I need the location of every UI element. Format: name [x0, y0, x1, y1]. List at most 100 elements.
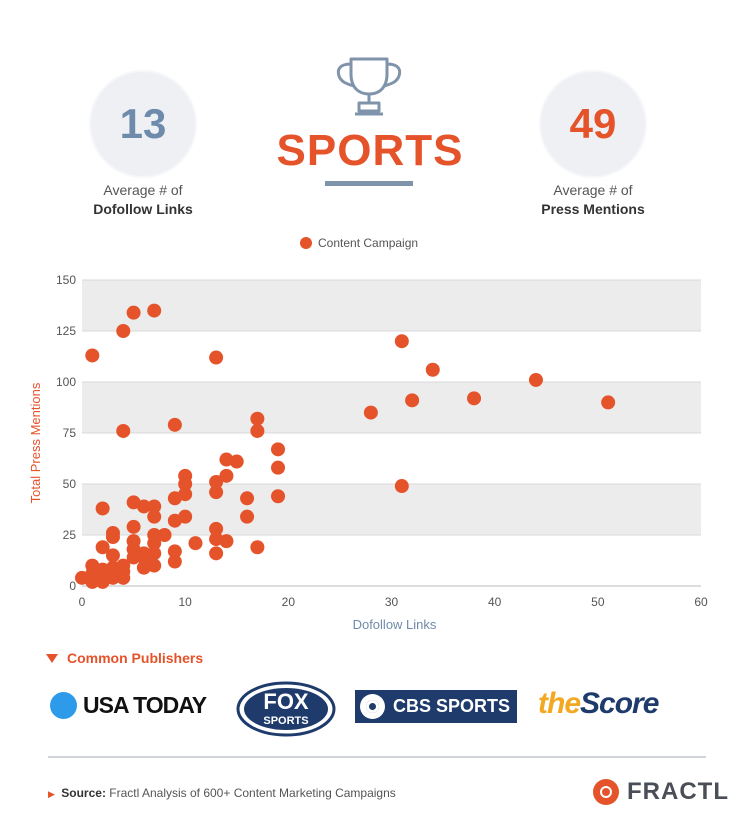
data-point — [271, 442, 286, 457]
data-point — [167, 544, 182, 559]
chart-legend: Content Campaign — [300, 236, 418, 250]
data-point — [116, 558, 131, 573]
data-point — [147, 499, 162, 514]
data-point — [188, 536, 203, 551]
data-point — [219, 534, 234, 549]
cbs-eye-icon — [360, 694, 385, 719]
data-point — [136, 499, 151, 514]
avg-dofollow-value: 13 — [119, 100, 167, 147]
data-point — [250, 540, 265, 555]
y-tick-label: 0 — [69, 579, 76, 593]
y-tick-label: 150 — [56, 273, 76, 287]
data-point — [157, 528, 172, 542]
data-point — [209, 546, 224, 561]
data-point — [240, 509, 255, 524]
data-point — [425, 362, 440, 377]
data-point — [363, 405, 378, 420]
data-point — [167, 417, 182, 432]
y-tick-label: 100 — [56, 375, 76, 389]
publishers-heading: Common Publishers — [46, 650, 203, 666]
source-label: Source: — [61, 786, 106, 800]
data-point — [271, 489, 286, 504]
usa-today-wordmark: USA TODAY — [83, 692, 207, 718]
x-tick-label: 40 — [488, 595, 502, 609]
cbs-wordmark: CBS SPORTS — [393, 696, 511, 716]
data-point — [178, 509, 193, 524]
press-stat-circle: 49 — [541, 72, 645, 176]
score-wordmark: Score — [580, 687, 659, 720]
y-tick-label: 125 — [56, 324, 76, 338]
data-point — [240, 491, 255, 506]
cbs-sports-logo: CBS SPORTS — [355, 690, 517, 723]
avg-dofollow-label: Average # of Dofollow Links — [43, 181, 243, 219]
fractl-wordmark: FRACTL — [627, 778, 729, 805]
data-point — [601, 395, 616, 410]
grid-band — [82, 382, 701, 433]
data-point — [95, 501, 110, 516]
data-point — [467, 391, 482, 406]
data-point — [147, 303, 162, 318]
the-score-logo: theScore — [538, 687, 659, 721]
data-point — [209, 350, 224, 365]
source-arrow-icon: ▶ — [48, 789, 55, 799]
data-point — [147, 509, 162, 524]
data-point — [209, 485, 224, 500]
legend-label: Content Campaign — [318, 236, 419, 250]
data-point — [178, 487, 193, 502]
data-point — [116, 324, 131, 338]
y-tick-label: 50 — [63, 477, 77, 491]
dofollow-stat-circle: 13 — [91, 72, 195, 176]
data-point — [136, 546, 151, 561]
publishers-heading-text: Common Publishers — [67, 650, 204, 666]
data-point — [178, 477, 193, 491]
y-tick-label: 75 — [63, 426, 77, 440]
data-point — [394, 334, 409, 349]
fractl-mark-icon — [593, 779, 619, 805]
fox-sports-logo: FOX SPORTS — [236, 681, 336, 737]
page-title: SPORTS — [276, 126, 464, 175]
usa-today-logo: USA TODAY — [50, 692, 207, 719]
data-point — [126, 305, 141, 320]
data-point — [167, 554, 182, 569]
x-tick-label: 50 — [591, 595, 605, 609]
grid-band — [82, 280, 701, 331]
data-point — [271, 460, 286, 475]
trophy-icon — [336, 57, 402, 116]
data-point — [229, 454, 244, 469]
source-text: Fractl Analysis of 600+ Content Marketin… — [109, 786, 396, 800]
data-point — [209, 474, 224, 489]
caret-down-icon — [46, 653, 58, 663]
data-point — [405, 393, 420, 408]
data-point — [394, 479, 409, 494]
avg-press-value: 49 — [569, 100, 617, 147]
scatter-chart: 0 25 50 75 100 125 150 0 10 20 30 40 50 60 Dofollow Li… — [28, 273, 708, 632]
avg-press-label-line1: Average # of — [553, 182, 633, 198]
x-tick-label: 0 — [79, 595, 86, 609]
avg-press-label-line2: Press Mentions — [541, 201, 645, 217]
x-tick-label: 60 — [694, 595, 708, 609]
data-point — [95, 540, 110, 555]
data-point — [85, 348, 100, 363]
x-tick-label: 10 — [178, 595, 192, 609]
x-tick-label: 30 — [385, 595, 399, 609]
y-tick-label: 25 — [63, 528, 77, 542]
data-point — [147, 558, 162, 573]
y-axis-title: Total Press Mentions — [28, 382, 43, 503]
data-point — [147, 536, 162, 551]
fractl-logo: FRACTL — [593, 778, 729, 806]
data-point — [105, 525, 120, 540]
avg-press-label: Average # of Press Mentions — [493, 181, 693, 219]
data-point — [250, 411, 265, 426]
data-point — [250, 423, 265, 438]
title-underline — [325, 181, 413, 186]
avg-dofollow-label-line2: Dofollow Links — [93, 201, 193, 217]
data-point — [147, 546, 162, 561]
data-point — [126, 519, 141, 534]
fox-wordmark: FOX — [263, 689, 309, 714]
fox-sports-wordmark: SPORTS — [263, 715, 308, 727]
data-point — [528, 372, 543, 387]
data-point — [116, 423, 131, 438]
avg-dofollow-label-line1: Average # of — [103, 182, 183, 198]
data-point — [219, 468, 234, 483]
usa-today-ball-icon — [50, 692, 77, 719]
